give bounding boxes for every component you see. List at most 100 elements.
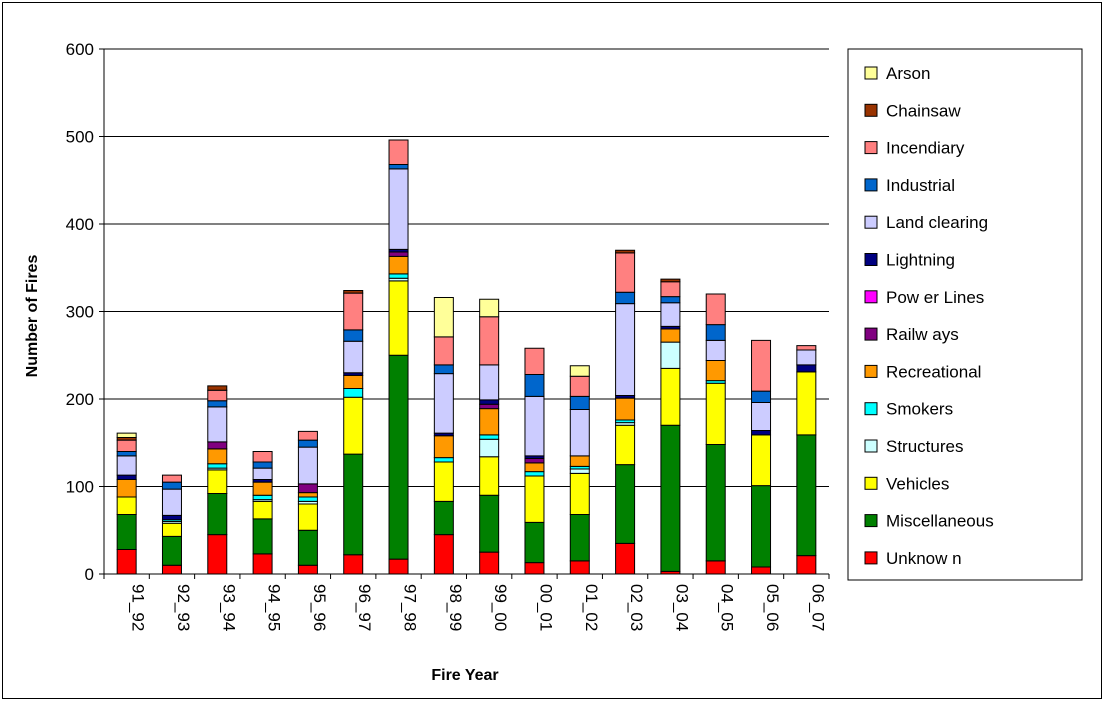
bar-segment — [524, 475, 545, 523]
bar-segment — [343, 329, 364, 342]
bar-segment — [252, 467, 273, 480]
y-tick-label: 400 — [66, 215, 94, 234]
bar-segment — [660, 424, 681, 572]
legend-label: Land clearing — [886, 213, 988, 232]
bar-segment — [343, 292, 364, 331]
bar-segment — [207, 469, 228, 494]
x-tick-label: 03_04 — [672, 584, 691, 631]
legend-swatch — [864, 327, 878, 341]
bar-segment — [615, 291, 636, 305]
legend-label: Industrial — [886, 176, 955, 195]
legend-label: Miscellaneous — [886, 512, 994, 531]
bar-segment — [297, 483, 318, 494]
legend-label: Arson — [886, 64, 930, 83]
legend-label: Vehicles — [886, 474, 949, 493]
bar-segment — [615, 303, 636, 396]
bar-segment — [116, 451, 137, 457]
bar-segment — [433, 364, 454, 375]
bar-segment — [116, 479, 137, 498]
legend-swatch — [864, 215, 878, 229]
y-tick-label: 0 — [85, 565, 94, 584]
legend-label: Recreational — [886, 362, 981, 381]
bar-segment — [388, 251, 409, 257]
bar-segment — [705, 560, 726, 575]
bar-segment — [479, 408, 500, 436]
legend-swatch — [864, 364, 878, 378]
bar-segment — [479, 399, 500, 405]
bar-segment — [388, 280, 409, 356]
bar-segment — [705, 293, 726, 326]
legend: Arson Chainsaw Incendiary Industrial Land cl… — [847, 48, 1083, 581]
legend-label: Pow er Lines — [886, 288, 984, 307]
bar-segment — [479, 551, 500, 575]
bar-segment — [388, 139, 409, 165]
bar-segment — [660, 341, 681, 369]
legend-label: Chainsaw — [886, 101, 961, 120]
legend-swatch — [864, 290, 878, 304]
legend-swatch — [864, 141, 878, 155]
bar-segment — [252, 553, 273, 575]
bar-segment — [660, 302, 681, 327]
bar-segment — [660, 367, 681, 426]
bar-segment — [207, 441, 228, 450]
bar-segment — [569, 409, 590, 457]
bar-segment — [524, 521, 545, 564]
bar-segment — [796, 345, 817, 351]
y-axis-title: Number of Fires — [24, 255, 41, 378]
legend-swatch — [864, 402, 878, 416]
bar-segment — [116, 474, 137, 480]
bar-segment — [343, 396, 364, 455]
bar-segment — [569, 365, 590, 377]
bar-segment — [433, 435, 454, 459]
x-tick-label: 04_05 — [718, 584, 737, 631]
bar-segment — [161, 535, 182, 566]
bar-segment — [479, 364, 500, 401]
bar-segment — [161, 514, 182, 521]
bar-segment — [433, 534, 454, 575]
bar-segment — [615, 424, 636, 466]
bar-segment — [297, 496, 318, 502]
bar-segment — [615, 464, 636, 544]
x-tick-label: 96_97 — [355, 584, 374, 631]
bar-segment — [705, 339, 726, 361]
bar-segment — [297, 430, 318, 441]
bar-segment — [207, 493, 228, 536]
bar-segment — [705, 444, 726, 562]
bar-segment — [116, 549, 137, 575]
bar-segment — [705, 324, 726, 341]
x-tick-label: 91_92 — [129, 584, 148, 631]
bar-segment — [660, 328, 681, 343]
bar-segment — [116, 455, 137, 476]
bar-segment — [615, 249, 636, 254]
legend-box — [847, 48, 1083, 581]
bar-segment — [207, 463, 228, 469]
legend-swatch — [864, 178, 878, 192]
x-tick-label: 00_01 — [536, 584, 555, 631]
bar-segment — [524, 462, 545, 473]
bar-segment — [479, 298, 500, 318]
bar-segment — [388, 558, 409, 575]
bar-segment — [343, 453, 364, 556]
bar-segment — [207, 385, 228, 391]
bar-segment — [751, 434, 772, 487]
bar-segment — [207, 406, 228, 443]
legend-label: Railw ays — [886, 325, 959, 344]
y-tick-label: 300 — [66, 303, 94, 322]
bar-segment — [433, 297, 454, 338]
bar-segment — [388, 354, 409, 560]
bar-segment — [796, 364, 817, 373]
bar-segment — [116, 439, 137, 452]
legend-label: Unknow n — [886, 549, 962, 568]
bar-segment — [343, 340, 364, 374]
bar-segment — [161, 474, 182, 483]
legend-label: Lightning — [886, 251, 955, 270]
bar-segment — [207, 400, 228, 408]
legend-swatch — [864, 66, 878, 80]
y-tick-label: 600 — [66, 40, 94, 59]
bar-segment — [297, 529, 318, 566]
legend-swatch — [864, 103, 878, 117]
bar-segment — [252, 451, 273, 463]
bar-segment — [207, 534, 228, 575]
axes: 0 100 200 300 400 500 600 91_92 92_93 93_94 94_95 9… — [66, 40, 830, 631]
bar-segment — [388, 168, 409, 250]
